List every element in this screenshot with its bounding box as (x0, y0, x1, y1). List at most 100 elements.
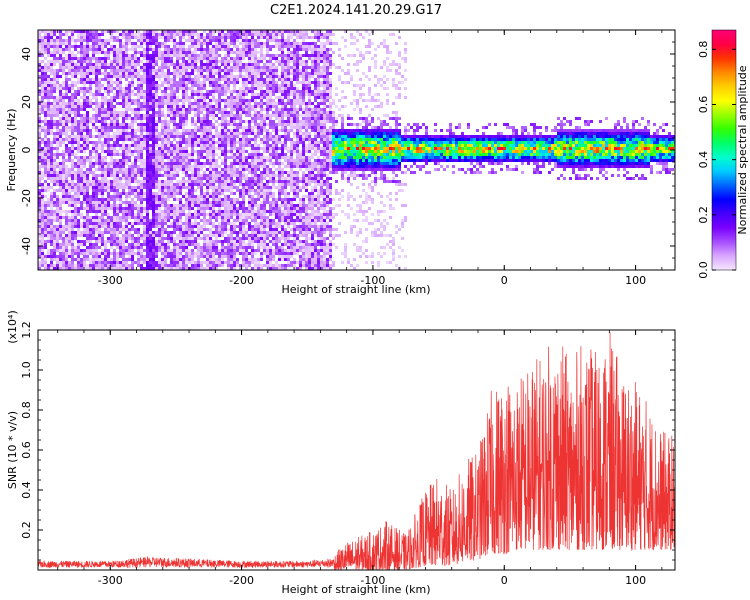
heatmap-cell (65, 240, 68, 243)
heatmap-cell (38, 249, 41, 252)
heatmap-cell (230, 30, 233, 33)
heatmap-cell (47, 105, 50, 108)
heatmap-cell (92, 51, 95, 54)
heatmap-cell (242, 246, 245, 249)
heatmap-cell (110, 33, 113, 36)
heatmap-cell (170, 186, 173, 189)
heatmap-cell (233, 51, 236, 54)
heatmap-cell (128, 105, 131, 108)
heatmap-cell (95, 48, 98, 51)
heatmap-cell (170, 117, 173, 120)
heatmap-cell (218, 75, 221, 78)
heatmap-cell (218, 48, 221, 51)
heatmap-cell (122, 246, 125, 249)
heatmap-cell (179, 72, 182, 75)
heatmap-cell (116, 198, 119, 201)
heatmap-cell (68, 159, 71, 162)
heatmap-cell (131, 168, 134, 171)
heatmap-cell (236, 156, 239, 159)
heatmap-cell (62, 168, 65, 171)
heatmap-cell (254, 99, 257, 102)
heatmap-cell (68, 129, 71, 132)
heatmap-cell (188, 240, 191, 243)
heatmap-cell (140, 90, 143, 93)
heatmap-cell (50, 147, 53, 150)
heatmap-cell (161, 246, 164, 249)
heatmap-cell (176, 252, 179, 255)
heatmap-cell (89, 234, 92, 237)
heatmap-cell (50, 51, 53, 54)
heatmap-cell (128, 207, 131, 210)
heatmap-cell (164, 120, 167, 123)
heatmap-cell (92, 147, 95, 150)
heatmap-cell (68, 255, 71, 258)
heatmap-cell (80, 129, 83, 132)
heatmap-cell (191, 90, 194, 93)
heatmap-cell (137, 102, 140, 105)
heatmap-cell (212, 93, 215, 96)
heatmap-cell (197, 33, 200, 36)
heatmap-cell (182, 168, 185, 171)
heatmap-cell (143, 192, 146, 195)
heatmap-cell (254, 141, 257, 144)
heatmap-cell (86, 87, 89, 90)
heatmap-cell (134, 69, 137, 72)
heatmap-cell (149, 78, 152, 81)
heatmap-cell (179, 48, 182, 51)
heatmap-cell (245, 183, 248, 186)
heatmap-cell (74, 42, 77, 45)
heatmap-cell (89, 186, 92, 189)
heatmap-cell (128, 267, 131, 270)
heatmap-cell (221, 210, 224, 213)
heatmap-cell (230, 207, 233, 210)
heatmap-cell (146, 63, 149, 66)
heatmap-cell (167, 105, 170, 108)
heatmap-cell (230, 255, 233, 258)
heatmap-cell (245, 30, 248, 33)
heatmap-cell (113, 252, 116, 255)
heatmap-cell (86, 102, 89, 105)
heatmap-cell (92, 69, 95, 72)
heatmap-cell (218, 189, 221, 192)
heatmap-cell (65, 114, 68, 117)
heatmap-cell (107, 168, 110, 171)
heatmap-cell (65, 168, 68, 171)
heatmap-cell (38, 36, 41, 39)
heatmap-cell (131, 267, 134, 270)
heatmap-cell (236, 180, 239, 183)
heatmap-cell (44, 264, 47, 267)
heatmap-cell (140, 165, 143, 168)
heatmap-cell (209, 246, 212, 249)
heatmap-cell (41, 99, 44, 102)
heatmap-cell (80, 207, 83, 210)
heatmap-cell (50, 144, 53, 147)
heatmap-cell (146, 129, 149, 132)
heatmap-cell (167, 138, 170, 141)
heatmap-cell (98, 255, 101, 258)
heatmap-cell (125, 177, 128, 180)
heatmap-cell (140, 108, 143, 111)
heatmap-cell (116, 222, 119, 225)
heatmap-cell (161, 219, 164, 222)
heatmap-cell (182, 135, 185, 138)
heatmap-cell (200, 60, 203, 63)
heatmap-cell (215, 249, 218, 252)
heatmap-cell (44, 168, 47, 171)
heatmap-cell (65, 72, 68, 75)
heatmap-cell (137, 219, 140, 222)
heatmap-cell (134, 222, 137, 225)
heatmap-cell (170, 165, 173, 168)
heatmap-cell (218, 30, 221, 33)
heatmap-cell (38, 246, 41, 249)
heatmap-cell (86, 267, 89, 270)
heatmap-cell (44, 219, 47, 222)
heatmap-cell (197, 204, 200, 207)
heatmap-cell (185, 255, 188, 258)
heatmap-cell (56, 162, 59, 165)
heatmap-cell (71, 165, 74, 168)
heatmap-cell (155, 192, 158, 195)
heatmap-cell (140, 75, 143, 78)
heatmap-cell (152, 87, 155, 90)
heatmap-cell (77, 138, 80, 141)
heatmap-cell (203, 87, 206, 90)
